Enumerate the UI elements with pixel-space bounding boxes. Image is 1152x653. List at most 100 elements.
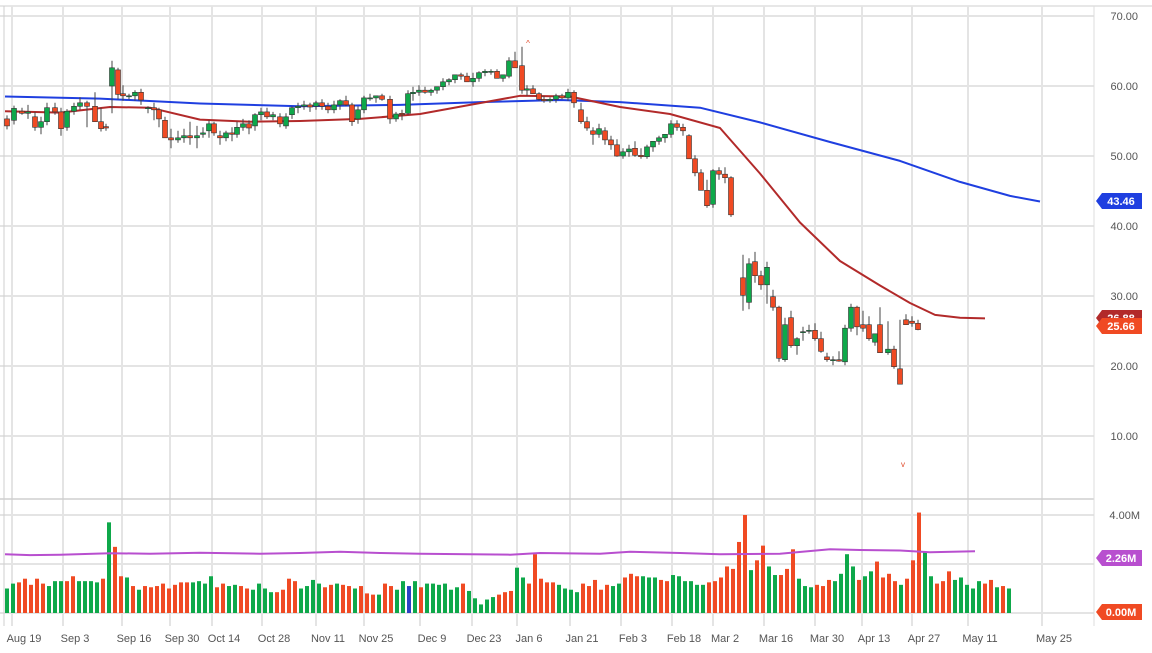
volume-axis[interactable]: 4.00M <box>1109 510 1140 522</box>
volume-bar <box>533 554 537 613</box>
candle <box>704 179 710 208</box>
candle <box>608 135 614 150</box>
candle <box>416 85 422 96</box>
candle <box>399 109 405 121</box>
price-tick-label: 40.00 <box>1110 221 1138 233</box>
volume-bar <box>173 584 177 613</box>
volume-bar <box>905 578 909 613</box>
volume-bar <box>737 541 741 613</box>
candle <box>44 102 50 126</box>
time-tick-label: Sep 16 <box>117 633 152 645</box>
volume-bar <box>521 577 525 613</box>
time-axis[interactable]: Aug 19 Sep 3 Sep 16 Sep 30 Oct 14 Oct 28 Nov 1… <box>7 633 1072 645</box>
volume-bar <box>221 583 225 613</box>
volume-bar <box>101 578 105 613</box>
candle <box>710 169 716 208</box>
candle <box>19 107 25 115</box>
volume-bars <box>5 512 1011 613</box>
volume-bar <box>599 589 603 613</box>
candle <box>313 100 319 110</box>
price-tick-label: 10.00 <box>1110 431 1138 443</box>
candle <box>547 97 553 103</box>
candle <box>885 321 891 355</box>
volume-bar <box>149 587 153 613</box>
candle <box>794 337 800 355</box>
candle <box>289 106 295 119</box>
candle <box>138 88 144 105</box>
candle <box>58 107 64 136</box>
candle <box>126 93 132 100</box>
last-price-tag: 25.66 <box>1096 318 1142 334</box>
volume-bar <box>779 575 783 613</box>
volume-bar <box>893 581 897 613</box>
candle <box>553 93 559 103</box>
candle <box>373 95 379 103</box>
volume-bar <box>137 589 141 613</box>
volume-bar <box>731 568 735 613</box>
candle <box>806 324 812 334</box>
volume-bar <box>155 586 159 613</box>
candle <box>909 316 915 327</box>
candle <box>836 351 842 362</box>
volume-bar <box>821 586 825 613</box>
volume-bar <box>209 576 213 613</box>
candle <box>602 127 608 145</box>
candle <box>494 69 500 79</box>
candle <box>650 141 656 152</box>
price-axis[interactable]: 70.00 60.00 50.00 40.00 30.00 20.00 10.00 <box>1110 11 1138 443</box>
volume-bar <box>41 583 45 613</box>
candle <box>848 303 854 332</box>
volume-bar <box>707 582 711 613</box>
time-tick-label: Jan 6 <box>516 633 543 645</box>
time-tick-label: Nov 25 <box>359 633 394 645</box>
volume-bar <box>77 581 81 613</box>
price-tick-label: 50.00 <box>1110 151 1138 163</box>
candle <box>337 99 343 110</box>
volume-bar <box>539 578 543 613</box>
volume-bar <box>701 584 705 613</box>
candle <box>482 69 488 77</box>
candle <box>103 123 109 131</box>
candle <box>656 135 662 145</box>
candle <box>434 86 440 94</box>
candle <box>818 331 824 353</box>
candle <box>620 148 626 159</box>
candle <box>596 123 602 138</box>
volume-bar <box>53 581 57 613</box>
volume-bar <box>245 588 249 613</box>
volume-bar <box>323 587 327 613</box>
volume-bar <box>791 549 795 613</box>
volume-bar <box>713 581 717 613</box>
volume-bar <box>131 586 135 613</box>
volume-bar <box>509 590 513 613</box>
candle <box>295 102 301 114</box>
candle <box>519 46 525 94</box>
volume-bar <box>797 578 801 613</box>
time-tick-label: Feb 18 <box>667 633 701 645</box>
time-tick-label: Mar 2 <box>711 633 739 645</box>
candle <box>349 102 355 126</box>
candle <box>4 115 10 130</box>
volume-bar <box>437 584 441 613</box>
volume-bar <box>557 584 561 613</box>
candle <box>92 92 98 123</box>
candle <box>109 60 115 114</box>
candle <box>162 116 168 139</box>
volume-bar <box>683 581 687 613</box>
time-tick-label: Sep 3 <box>61 633 90 645</box>
volume-bar <box>875 561 879 613</box>
candle <box>410 86 416 101</box>
volume-bar <box>947 571 951 613</box>
volume-bar <box>1007 588 1011 613</box>
volume-bar <box>569 589 573 613</box>
time-tick-label: Mar 30 <box>810 633 844 645</box>
candle <box>824 352 830 362</box>
volume-bar <box>227 586 231 613</box>
volume-bar <box>377 594 381 613</box>
volume-bar <box>515 567 519 613</box>
candle <box>200 127 206 138</box>
volume-bar <box>287 578 291 613</box>
volume-bar <box>725 566 729 613</box>
